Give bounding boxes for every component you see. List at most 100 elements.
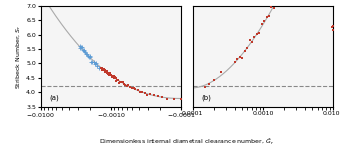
Text: (a): (a) xyxy=(49,94,59,100)
Point xyxy=(101,68,106,70)
Point xyxy=(252,36,257,38)
Point xyxy=(115,79,121,81)
Point xyxy=(115,79,121,82)
Point xyxy=(116,81,122,84)
Point xyxy=(151,94,157,96)
Point xyxy=(105,73,111,75)
Point xyxy=(103,70,108,73)
Point xyxy=(330,29,335,32)
Point xyxy=(87,56,93,59)
Point xyxy=(107,72,113,75)
Point xyxy=(92,62,98,65)
Point xyxy=(113,80,118,82)
Point xyxy=(120,81,125,83)
Point xyxy=(102,69,107,71)
Point xyxy=(104,70,109,73)
Point xyxy=(133,88,138,91)
Point xyxy=(79,46,85,48)
Point xyxy=(127,86,133,88)
Point xyxy=(237,56,242,58)
Point xyxy=(85,53,90,55)
Point xyxy=(242,50,248,52)
Point xyxy=(135,88,140,91)
Point xyxy=(87,55,92,57)
Point xyxy=(254,33,260,35)
Point xyxy=(206,82,211,85)
Point xyxy=(159,96,165,99)
Point xyxy=(112,76,118,78)
Point xyxy=(165,98,170,100)
Point xyxy=(104,72,110,74)
Point xyxy=(142,92,147,95)
Point xyxy=(103,70,109,73)
Point xyxy=(108,74,113,76)
Point xyxy=(110,75,116,78)
Point xyxy=(100,68,105,70)
Point xyxy=(86,56,92,59)
Point xyxy=(119,81,124,83)
Point xyxy=(112,77,117,79)
Point xyxy=(145,94,150,96)
Point xyxy=(178,98,184,100)
Point xyxy=(240,57,245,59)
Point xyxy=(171,98,176,100)
Point xyxy=(202,86,208,88)
Point xyxy=(77,45,82,47)
Point xyxy=(108,73,114,76)
Point xyxy=(80,49,86,52)
Point xyxy=(271,7,277,10)
Point xyxy=(123,84,128,86)
Point xyxy=(99,66,104,69)
Point xyxy=(100,69,106,71)
Point xyxy=(109,74,115,77)
Point xyxy=(330,25,336,27)
Point xyxy=(266,15,272,17)
Point xyxy=(269,6,274,8)
Point xyxy=(96,66,101,69)
Point xyxy=(84,53,89,56)
Point xyxy=(82,48,87,51)
Point xyxy=(121,83,127,85)
Point xyxy=(78,46,83,49)
Point xyxy=(139,91,145,94)
Point xyxy=(102,70,108,73)
Point xyxy=(131,87,136,89)
Point xyxy=(83,51,88,53)
Point xyxy=(249,40,255,43)
Point xyxy=(155,95,160,98)
Point xyxy=(244,46,250,49)
Point xyxy=(137,91,142,93)
Point xyxy=(99,67,105,69)
Point xyxy=(91,61,96,63)
Point xyxy=(124,85,130,87)
Point xyxy=(79,46,84,49)
Point xyxy=(129,87,134,89)
Point xyxy=(259,23,265,25)
Y-axis label: Stribeck Number, $S_r$: Stribeck Number, $S_r$ xyxy=(15,24,23,89)
Point xyxy=(115,78,120,81)
Point xyxy=(99,69,104,71)
Point xyxy=(106,72,112,75)
Point xyxy=(211,79,217,81)
Point xyxy=(81,50,86,53)
Point xyxy=(257,32,262,34)
Point xyxy=(264,16,269,18)
Point xyxy=(235,58,240,61)
Point xyxy=(90,61,95,64)
Text: (b): (b) xyxy=(201,94,211,100)
Point xyxy=(111,75,116,77)
Point xyxy=(85,55,91,58)
Point xyxy=(118,81,123,83)
Point xyxy=(329,26,334,29)
Point xyxy=(106,74,112,76)
Point xyxy=(95,65,100,67)
Point xyxy=(261,20,267,22)
Point xyxy=(247,38,252,41)
Text: Dimensionless internal diametral clearance number, $\hat{G}_r$: Dimensionless internal diametral clearan… xyxy=(99,136,275,147)
Point xyxy=(101,68,107,70)
Point xyxy=(148,93,153,96)
Point xyxy=(89,60,94,63)
Point xyxy=(218,71,223,73)
Point xyxy=(126,84,131,87)
Point xyxy=(105,72,110,74)
